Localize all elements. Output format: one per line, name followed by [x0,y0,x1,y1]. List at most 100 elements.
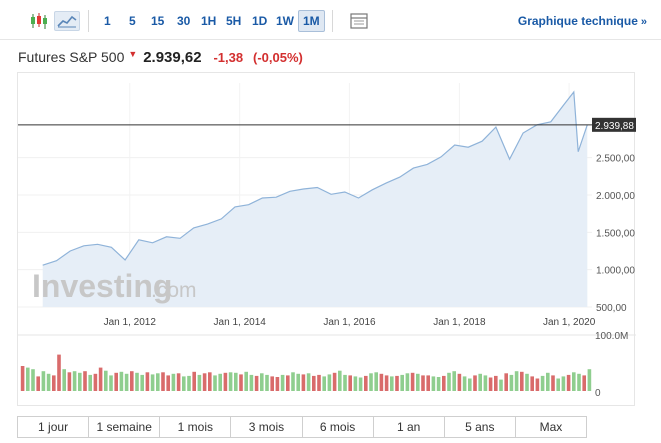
y-tick-label: 1.000,00 [596,266,635,277]
range-1-month[interactable]: 1 mois [160,417,232,437]
range-5-years[interactable]: 5 ans [445,417,516,437]
volume-bar [228,372,233,391]
y-tick-label: 2.500,00 [596,154,635,165]
volume-bar [379,373,384,391]
y-tick-label: 500,00 [596,303,627,314]
interval-5min[interactable]: 5 [129,14,136,28]
volume-bar [405,373,410,391]
volume-bar [338,370,342,391]
volume-bar [260,373,264,391]
volume-bar [130,371,134,391]
interval-1min[interactable]: 1 [104,14,111,28]
volume-bar [577,373,581,391]
volume-bar [566,374,571,391]
price-chart[interactable]: Investing .com 2.939,88 500,00 1.000,00 1.… [18,73,636,407]
volume-bar [62,369,66,391]
volume-bar [119,371,124,391]
volume-bar [494,375,498,391]
range-1-day[interactable]: 1 jour [18,417,90,437]
volume-bar [296,373,300,391]
chart-toolbar: 1 5 15 30 1H 5H 1D 1W 1M Graphique techn… [0,0,661,40]
volume-bar [546,372,550,391]
volume-bar [556,378,560,391]
volume-bar [41,371,46,391]
interval-5hour[interactable]: 5H [226,14,242,28]
toolbar-separator [88,10,89,32]
volume-bar [244,371,248,391]
volume-bar [275,377,280,391]
interval-1hour[interactable]: 1H [201,14,217,28]
volume-bar [218,373,222,391]
volume-bar [46,373,51,391]
technical-chart-link[interactable]: Graphique technique» [518,14,647,28]
volume-bar [468,378,472,391]
range-1-year[interactable]: 1 an [374,417,445,437]
range-1-week[interactable]: 1 semaine [89,417,161,437]
watermark-brand: Investing [32,268,172,304]
volume-bar [114,372,118,391]
volume-bar [249,374,254,391]
volume-bar [582,375,586,391]
volume-bar [202,373,207,391]
price-area-fill [42,92,588,307]
investing-watermark: Investing .com [32,268,197,304]
watermark-suffix: .com [151,279,197,302]
instrument-name: Futures S&P 500 [18,49,125,65]
range-6-months[interactable]: 6 mois [303,417,374,437]
area-chart-icon[interactable] [54,11,80,31]
volume-bar [83,371,87,391]
volume-bar [473,375,477,391]
x-tick-label: Jan 1, 2018 [433,317,486,328]
volume-bar [431,376,436,391]
volume-bar [332,372,337,391]
interval-1month[interactable]: 1M [298,10,325,32]
volume-bar [145,372,150,391]
volume-bar [384,375,389,391]
x-tick-label: Jan 1, 2020 [543,317,596,328]
volume-bar [447,372,451,391]
volume-bar [364,375,368,391]
price-line [42,90,588,266]
volume-bar [161,372,165,391]
volume-bar [192,371,196,391]
volume-bar [208,372,212,391]
volume-bar [124,373,129,391]
volume-bar [286,375,290,391]
volume-bar [270,376,274,391]
volume-bar [301,374,306,391]
time-range-selector: 1 jour 1 semaine 1 mois 3 mois 6 mois 1 … [17,416,587,438]
volume-bar [483,375,488,391]
y-axis: 500,00 1.000,00 1.500,00 2.000,00 2.500,00 [596,154,635,314]
volume-bar [509,374,514,391]
interval-30min[interactable]: 30 [177,14,191,28]
indicator-panel-icon[interactable] [348,11,370,31]
interval-1day[interactable]: 1D [252,14,268,28]
down-arrow-icon: ▼ [128,49,138,59]
chart-area[interactable]: Investing .com 2.939,88 500,00 1.000,00 1.… [17,72,636,407]
volume-bar [374,372,378,391]
interval-15min[interactable]: 15 [151,14,165,28]
candlestick-icon[interactable] [28,11,50,31]
volume-bar [306,373,311,391]
volume-bar [98,367,103,391]
range-max[interactable]: Max [539,420,563,434]
quote-header: Futures S&P 500 ▼ 2.939,62 -1,38 (-0,05%) [18,49,303,66]
technical-chart-link-label: Graphique technique [517,14,638,28]
volume-bar [426,375,430,391]
volume-bar [478,373,482,391]
volume-bar [239,374,243,391]
volume-bar [140,374,144,391]
volume-bar [327,374,332,391]
volume-bar [72,371,77,391]
volume-axis-max: 100.0M [595,331,628,342]
volume-bar [291,372,295,391]
volume-bar [348,375,352,391]
volume-bar [499,379,503,391]
volume-bar [551,375,555,391]
volume-bar [93,373,98,391]
volume-bar [171,373,176,391]
range-3-months[interactable]: 3 mois [231,417,303,437]
volume-bar [457,373,462,391]
volume-bar [176,373,181,391]
interval-1week[interactable]: 1W [276,14,294,28]
